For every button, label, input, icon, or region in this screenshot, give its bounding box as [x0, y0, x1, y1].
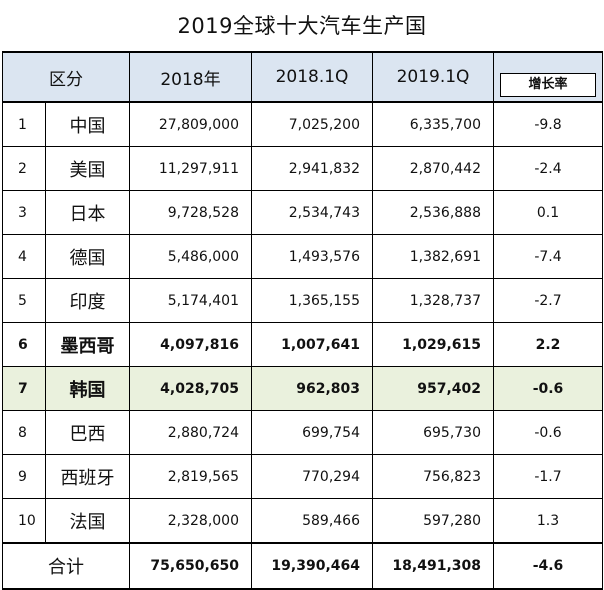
- value-2018-1q-cell: 962,803: [251, 366, 373, 411]
- total-label: 合计: [2, 542, 130, 590]
- value-2019-1q-cell: 1,029,615: [372, 322, 494, 367]
- total-row: 合计 75,650,650 19,390,464 18,491,308 -4.6: [2, 542, 603, 590]
- growth-cell: 2.2: [493, 322, 603, 367]
- table-row: 1 中国 27,809,000 7,025,200 6,335,700 -9.8: [2, 101, 603, 147]
- value-2018-1q-cell: 2,941,832: [251, 146, 373, 191]
- value-2018-1q-cell: 589,466: [251, 498, 373, 544]
- country-cell: 西班牙: [45, 454, 130, 499]
- rank-cell: 5: [2, 278, 46, 323]
- value-2018-cell: 11,297,911: [129, 146, 252, 191]
- header-2019-1q: 2019.1Q: [372, 51, 494, 103]
- value-2018-1q-cell: 699,754: [251, 410, 373, 455]
- header-row: 区分 2018年 2018.1Q 2019.1Q 增长率: [2, 51, 603, 103]
- growth-cell: -0.6: [493, 410, 603, 455]
- value-2018-1q-cell: 2,534,743: [251, 190, 373, 235]
- rank-cell: 6: [2, 322, 46, 367]
- value-2019-1q-cell: 6,335,700: [372, 101, 494, 147]
- rank-cell: 9: [2, 454, 46, 499]
- value-2018-cell: 5,486,000: [129, 234, 252, 279]
- value-2019-1q-cell: 1,382,691: [372, 234, 494, 279]
- value-2018-cell: 27,809,000: [129, 101, 252, 147]
- growth-cell: -1.7: [493, 454, 603, 499]
- header-2018: 2018年: [129, 51, 252, 103]
- table-title: 2019全球十大汽车生产国: [177, 14, 427, 38]
- header-category: 区分: [2, 51, 130, 103]
- value-2019-1q-cell: 695,730: [372, 410, 494, 455]
- header-growth: 增长率: [493, 51, 603, 103]
- rank-cell: 1: [2, 101, 46, 147]
- rank-cell: 3: [2, 190, 46, 235]
- table-row: 8 巴西 2,880,724 699,754 695,730 -0.6: [2, 410, 603, 455]
- country-cell: 中国: [45, 101, 130, 147]
- growth-cell: -9.8: [493, 101, 603, 147]
- production-table: 区分 2018年 2018.1Q 2019.1Q 增长率 1 中国 27,809…: [2, 51, 603, 590]
- value-2018-cell: 5,174,401: [129, 278, 252, 323]
- table-row: 10 法国 2,328,000 589,466 597,280 1.3: [2, 498, 603, 544]
- total-2019-1q-cell: 18,491,308: [372, 542, 494, 590]
- country-cell: 韩国: [45, 366, 130, 411]
- value-2018-cell: 2,880,724: [129, 410, 252, 455]
- value-2018-cell: 2,819,565: [129, 454, 252, 499]
- value-2019-1q-cell: 597,280: [372, 498, 494, 544]
- growth-cell: 0.1: [493, 190, 603, 235]
- total-growth-cell: -4.6: [493, 542, 603, 590]
- table-row: 9 西班牙 2,819,565 770,294 756,823 -1.7: [2, 454, 603, 499]
- rank-cell: 8: [2, 410, 46, 455]
- header-2018-1q: 2018.1Q: [251, 51, 373, 103]
- value-2019-1q-cell: 1,328,737: [372, 278, 494, 323]
- table-row: 4 德国 5,486,000 1,493,576 1,382,691 -7.4: [2, 234, 603, 279]
- rank-cell: 4: [2, 234, 46, 279]
- growth-cell: -7.4: [493, 234, 603, 279]
- table-row-highlighted: 7 韩国 4,028,705 962,803 957,402 -0.6: [2, 366, 603, 411]
- rank-cell: 7: [2, 366, 46, 411]
- value-2018-1q-cell: 1,007,641: [251, 322, 373, 367]
- rank-cell: 2: [2, 146, 46, 191]
- value-2019-1q-cell: 756,823: [372, 454, 494, 499]
- value-2018-cell: 9,728,528: [129, 190, 252, 235]
- table-row: 6 墨西哥 4,097,816 1,007,641 1,029,615 2.2: [2, 322, 603, 367]
- header-growth-label: 增长率: [500, 73, 596, 97]
- value-2018-1q-cell: 1,365,155: [251, 278, 373, 323]
- table-row: 2 美国 11,297,911 2,941,832 2,870,442 -2.4: [2, 146, 603, 191]
- country-cell: 法国: [45, 498, 130, 544]
- growth-cell: -0.6: [493, 366, 603, 411]
- value-2018-1q-cell: 770,294: [251, 454, 373, 499]
- growth-cell: 1.3: [493, 498, 603, 544]
- value-2018-cell: 4,097,816: [129, 322, 252, 367]
- table-row: 5 印度 5,174,401 1,365,155 1,328,737 -2.7: [2, 278, 603, 323]
- value-2019-1q-cell: 2,536,888: [372, 190, 494, 235]
- growth-cell: -2.4: [493, 146, 603, 191]
- country-cell: 印度: [45, 278, 130, 323]
- growth-cell: -2.7: [493, 278, 603, 323]
- value-2019-1q-cell: 2,870,442: [372, 146, 494, 191]
- total-2018-cell: 75,650,650: [129, 542, 252, 590]
- country-cell: 德国: [45, 234, 130, 279]
- value-2018-1q-cell: 7,025,200: [251, 101, 373, 147]
- country-cell: 日本: [45, 190, 130, 235]
- total-2018-1q-cell: 19,390,464: [251, 542, 373, 590]
- country-cell: 巴西: [45, 410, 130, 455]
- table-row: 3 日本 9,728,528 2,534,743 2,536,888 0.1: [2, 190, 603, 235]
- value-2018-1q-cell: 1,493,576: [251, 234, 373, 279]
- country-cell: 墨西哥: [45, 322, 130, 367]
- country-cell: 美国: [45, 146, 130, 191]
- value-2019-1q-cell: 957,402: [372, 366, 494, 411]
- value-2018-cell: 4,028,705: [129, 366, 252, 411]
- rank-cell: 10: [2, 498, 46, 544]
- value-2018-cell: 2,328,000: [129, 498, 252, 544]
